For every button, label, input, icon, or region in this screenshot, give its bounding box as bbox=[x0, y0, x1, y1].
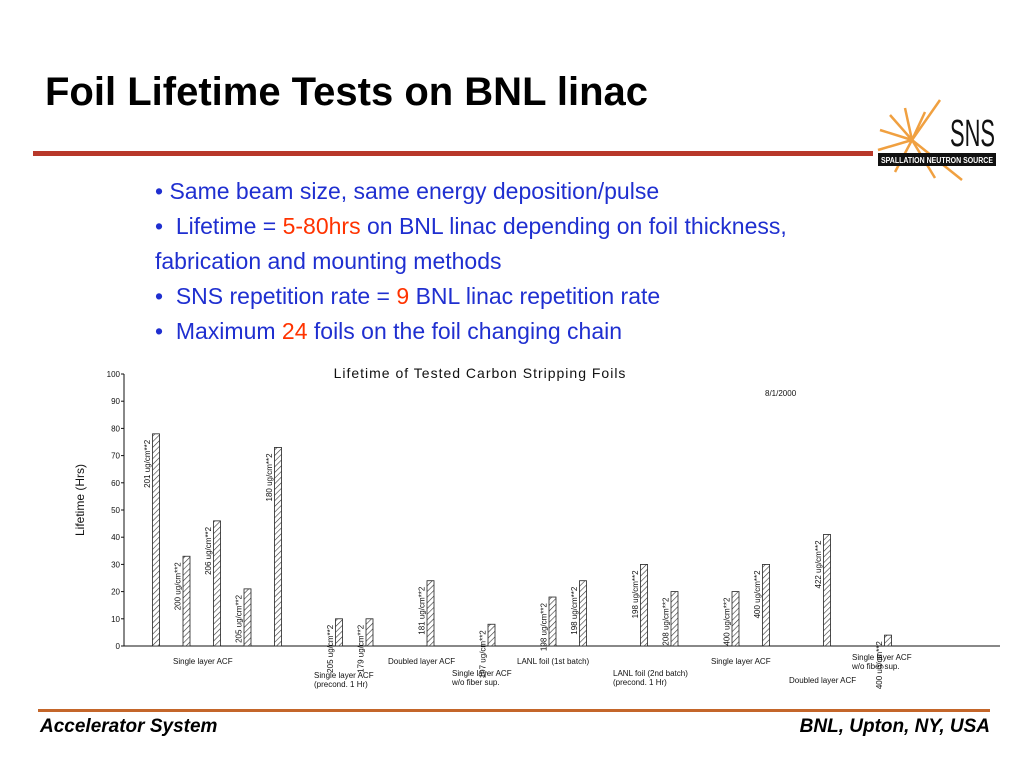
bar-label: 400 ug/cm**2 bbox=[723, 597, 732, 646]
bar-label: 422 ug/cm**2 bbox=[814, 540, 823, 589]
bullet-text: Maximum bbox=[175, 318, 282, 344]
y-tick-label: 30 bbox=[111, 560, 120, 569]
bar bbox=[213, 520, 221, 647]
bar-label: 400 ug/cm**2 bbox=[875, 641, 884, 690]
group-label: Doubled layer ACF bbox=[388, 657, 455, 666]
y-tick-label: 10 bbox=[111, 615, 120, 624]
y-tick-label: 60 bbox=[111, 479, 120, 488]
group-label: (precond. 1 Hr) bbox=[314, 680, 368, 689]
y-tick-label: 90 bbox=[111, 397, 120, 406]
y-tick-label: 100 bbox=[107, 370, 121, 379]
bar-label: 180 ug/cm**2 bbox=[265, 453, 274, 502]
bullet-text: Same beam size, same energy deposition/p… bbox=[169, 178, 660, 204]
chart: Lifetime of Tested Carbon Stripping Foil… bbox=[73, 365, 1000, 690]
bar-label: 179 ug/cm**2 bbox=[357, 624, 366, 673]
bar-label: 400 ug/cm**2 bbox=[753, 570, 762, 619]
group-label: LANL foil (2nd batch) bbox=[613, 669, 688, 678]
bar bbox=[762, 564, 770, 647]
bar bbox=[823, 534, 831, 647]
group-label: Single layer ACF bbox=[711, 657, 771, 666]
group-label: Single layer ACF bbox=[314, 671, 374, 680]
bar bbox=[640, 564, 648, 647]
bullet-text: SNS repetition rate = bbox=[175, 283, 397, 309]
bullet-highlight: 24 bbox=[281, 318, 308, 344]
bullet-text: on BNL linac depending on foil thickness… bbox=[155, 213, 787, 274]
bar-label: 200 ug/cm**2 bbox=[174, 562, 183, 611]
bar bbox=[182, 555, 191, 647]
y-tick-label: 40 bbox=[111, 533, 120, 542]
group-label: Single layer ACF bbox=[173, 657, 233, 666]
y-tick-label: 0 bbox=[116, 642, 121, 651]
bar bbox=[487, 623, 496, 647]
bullet-text: BNL linac repetition rate bbox=[409, 283, 661, 309]
logo-subtitle: SPALLATION NEUTRON SOURCE bbox=[881, 156, 994, 165]
bar-label: 197 ug/cm**2 bbox=[479, 630, 488, 679]
chart-title: Lifetime of Tested Carbon Stripping Foil… bbox=[334, 365, 627, 381]
group-label: LANL foil (1st batch) bbox=[517, 657, 590, 666]
bar-label: 198 ug/cm**2 bbox=[631, 570, 640, 619]
group-label: (precond. 1 Hr) bbox=[613, 678, 667, 687]
bar bbox=[152, 433, 160, 647]
bar bbox=[274, 447, 282, 647]
slide-title: Foil Lifetime Tests on BNL linac bbox=[45, 70, 649, 114]
bar bbox=[548, 596, 557, 647]
bullet: • SNS repetition rate = 9 BNL linac repe… bbox=[155, 283, 661, 309]
footer-right: BNL, Upton, NY, USA bbox=[799, 716, 990, 737]
group-label: w/o fiber sup. bbox=[851, 662, 900, 671]
bar bbox=[731, 591, 740, 647]
bar-label: 198 ug/cm**2 bbox=[540, 602, 549, 651]
bar bbox=[243, 588, 252, 647]
bullet: • Maximum 24 foils on the foil changing … bbox=[155, 318, 623, 344]
group-label: Doubled layer ACF bbox=[789, 676, 856, 685]
group-label: Single layer ACF bbox=[452, 669, 512, 678]
bar bbox=[335, 618, 343, 647]
title-rule bbox=[33, 151, 873, 156]
bar bbox=[365, 618, 374, 647]
logo-text: SNS bbox=[950, 113, 995, 155]
bullet-text: foils on the foil changing chain bbox=[307, 318, 623, 344]
y-axis-label: Lifetime (Hrs) bbox=[73, 464, 87, 536]
bar bbox=[884, 634, 892, 647]
y-tick-label: 50 bbox=[111, 506, 120, 515]
bar bbox=[670, 591, 679, 647]
y-tick-label: 70 bbox=[111, 452, 120, 461]
bar-label: 206 ug/cm**2 bbox=[204, 526, 213, 575]
group-label: w/o fiber sup. bbox=[451, 678, 500, 687]
bullet-highlight: 9 bbox=[396, 283, 410, 309]
bullet-list: • Same beam size, same energy deposition… bbox=[155, 174, 805, 349]
bar-label: 201 ug/cm**2 bbox=[143, 439, 152, 488]
bar bbox=[426, 580, 435, 647]
bar bbox=[579, 580, 587, 647]
footer-rule bbox=[38, 709, 990, 712]
bullet: • Lifetime = 5-80hrs on BNL linac depend… bbox=[155, 213, 787, 274]
footer-left: Accelerator System bbox=[40, 716, 218, 737]
bullet-text: Lifetime = bbox=[175, 213, 283, 239]
bullet-highlight: 5-80hrs bbox=[282, 213, 361, 239]
y-tick-label: 20 bbox=[111, 588, 120, 597]
bar-label: 198 ug/cm**2 bbox=[570, 586, 579, 635]
logo-band bbox=[878, 153, 996, 166]
y-tick-label: 80 bbox=[111, 424, 120, 433]
bar-label: 205 ug/cm**2 bbox=[235, 594, 244, 643]
group-label: Single layer ACF bbox=[852, 653, 912, 662]
bar-label: 208 ug/cm**2 bbox=[662, 597, 671, 646]
bar-label: 181 ug/cm**2 bbox=[418, 586, 427, 635]
bar-label: 205 ug/cm**2 bbox=[326, 624, 335, 673]
bullet: • Same beam size, same energy deposition… bbox=[155, 178, 660, 204]
chart-date: 8/1/2000 bbox=[765, 389, 797, 398]
